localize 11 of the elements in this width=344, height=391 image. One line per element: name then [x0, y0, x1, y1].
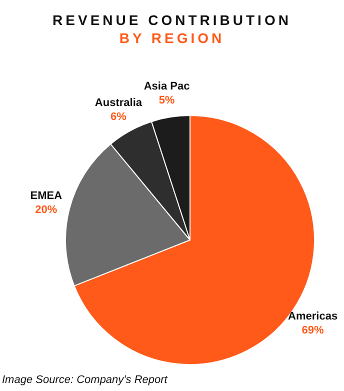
data-label: 5% — [158, 94, 175, 106]
slice-label: Australia — [94, 96, 143, 109]
slice-label: EMEA — [30, 190, 62, 202]
slice-label: Asia Pac — [144, 80, 190, 92]
chart-subtitle: BY REGION — [118, 30, 226, 46]
data-label: 69% — [302, 324, 324, 336]
data-label: 6% — [110, 110, 127, 123]
chart-title: REVENUE CONTRIBUTION — [52, 12, 292, 28]
slice-label: Americas — [288, 310, 338, 322]
data-label: 20% — [35, 204, 58, 216]
text: Image Source: Company's Report — [2, 374, 168, 386]
